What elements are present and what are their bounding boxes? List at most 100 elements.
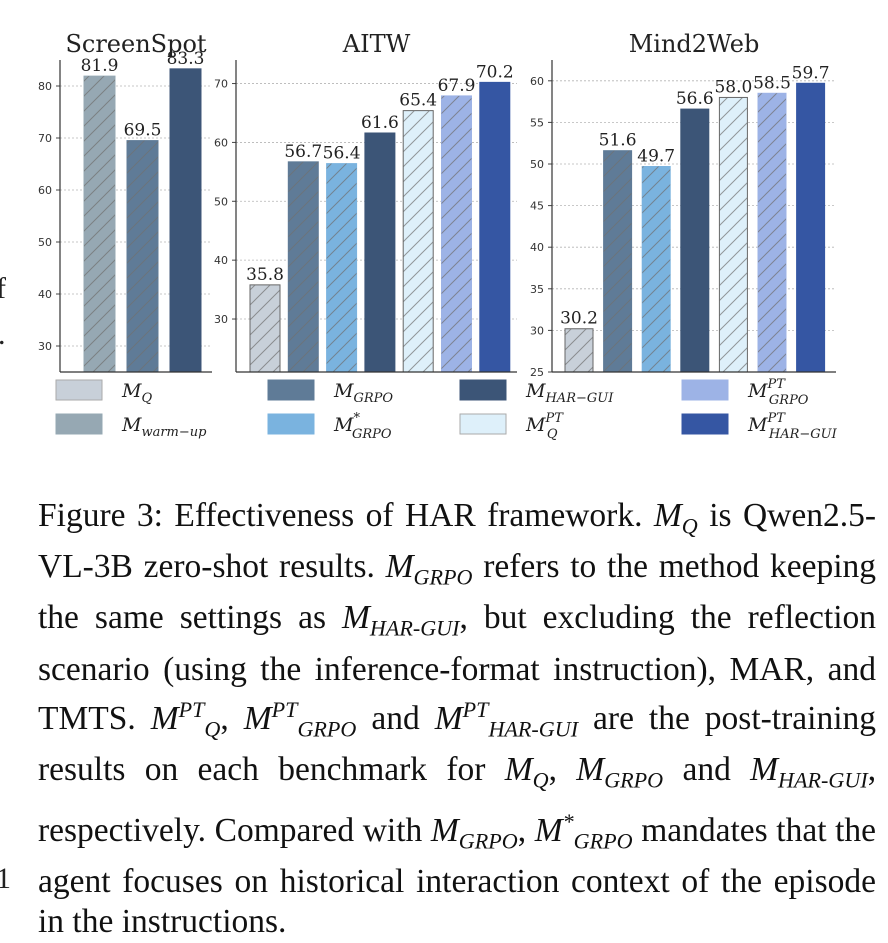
symbol-m-har-gui-pt: MPTHAR-GUI	[434, 697, 579, 742]
data-label: 81.9	[81, 56, 119, 76]
tick-label: 55	[530, 116, 544, 129]
panel-mind2web: Mind2Web 25 30 35 40 45 50 55 60 30.2 51.649.7 56.6…	[530, 30, 836, 379]
legend-base: M	[333, 380, 354, 402]
tick-label: 40	[214, 254, 228, 267]
legend-sup: *	[353, 411, 360, 426]
panel-title: Mind2Web	[629, 30, 760, 58]
tick-label: 50	[530, 158, 544, 171]
data-label: 30.2	[560, 309, 598, 329]
bar-hatch-qpt	[403, 110, 434, 373]
data-label: 83.3	[167, 49, 205, 69]
caption-part-1: Figure 3: Effectiveness of HAR framework…	[38, 497, 643, 534]
panel-title: ScreenSpot	[65, 30, 206, 58]
data-label: 56.7	[284, 142, 322, 162]
legend-label: Mwarm−up	[121, 414, 207, 440]
legend-label: MPT HAR−GUI	[747, 411, 838, 442]
legend-item-grpopt: MPT GRPO	[681, 377, 809, 408]
caption-part-8: , respectively. Compared with	[38, 751, 877, 849]
legend-item-harpt: MPT HAR−GUI	[681, 411, 838, 442]
legend-swatch	[267, 379, 315, 401]
panel-aitw: AITW 30 40 50 60 70 35.8 56.7 56.461.665.467.970…	[214, 30, 517, 373]
legend-swatch	[459, 413, 507, 435]
data-label: 61.6	[361, 113, 399, 133]
tick-label: 30	[214, 313, 228, 326]
legend-item-q: MQ	[55, 379, 152, 406]
data-label: 70.2	[476, 62, 514, 82]
bar-hatch-q	[250, 284, 280, 372]
legend-label: MPT Q	[525, 411, 564, 442]
legend-label: MHAR−GUI	[525, 380, 614, 406]
tick-label: 50	[214, 195, 228, 208]
legend-base: M	[525, 414, 546, 436]
legend-base: M	[525, 380, 546, 402]
data-label: 65.4	[399, 91, 437, 111]
tick-label: 30	[38, 340, 52, 353]
symbol-m-grpo-star: M*GRPO	[534, 808, 633, 854]
legend-sub: Q	[141, 391, 152, 406]
tick-label: 80	[38, 80, 52, 93]
bar-hatch-qpt	[719, 97, 748, 372]
legend-swatch	[267, 413, 315, 435]
legend-sub: GRPO	[353, 391, 393, 406]
legend-swatch	[459, 379, 507, 401]
tick-label: 30	[530, 324, 544, 337]
tick-label: 40	[530, 241, 544, 254]
edge-fragment-one: 1	[0, 862, 11, 895]
legend-item-har: MHAR−GUI	[459, 379, 614, 406]
symbol-m-har-gui: MHAR-GUI	[341, 599, 460, 642]
symbol-m-grpo-3: MGRPO	[430, 811, 518, 854]
legend-sub: GRPO	[352, 427, 392, 442]
symbol-m-grpo-pt: MPTGRPO	[243, 697, 357, 742]
symbol-m-grpo: MGRPO	[385, 548, 473, 590]
caption-part-6: are the post-training results on each be…	[38, 700, 876, 789]
caption-part-2: is Qwen2.5-VL-3B zero-shot results.	[38, 497, 877, 586]
bar-hatch-grpopt	[441, 95, 472, 373]
legend-swatch	[681, 413, 729, 435]
tick-label: 25	[530, 366, 544, 379]
legend-base: M	[747, 380, 768, 402]
legend-sup: PT	[544, 411, 564, 426]
tick-label: 50	[38, 236, 52, 249]
legend-sub: Q	[547, 427, 558, 442]
bar-hatch-grpostar	[326, 163, 357, 372]
bar-hatch-grpo	[603, 150, 632, 372]
tick-label: 60	[214, 136, 228, 149]
legend-label: M* GRPO	[333, 411, 392, 442]
bar-hatch-grpostar	[642, 166, 671, 372]
legend-base: M	[121, 414, 142, 436]
bar-harpt	[796, 82, 826, 373]
symbol-m-har-gui-2: MHAR-GUI	[750, 751, 868, 794]
data-label: 69.5	[124, 121, 162, 141]
bar-har	[680, 108, 710, 373]
legend-sub: warm−up	[141, 425, 207, 440]
tick-label: 70	[214, 78, 228, 91]
bar-hatch-grpo	[288, 161, 319, 372]
legend-item-qpt: MPT Q	[459, 411, 564, 442]
data-label: 67.9	[438, 76, 476, 96]
data-label: 56.4	[323, 144, 361, 164]
legend-item-grpo: MGRPO	[267, 379, 393, 406]
legend-sup: PT	[766, 411, 786, 426]
legend-sub: HAR−GUI	[768, 427, 838, 442]
data-label: 56.6	[676, 89, 714, 109]
legend-label: MGRPO	[333, 380, 393, 406]
data-label: 35.8	[246, 265, 284, 285]
figure-3-chart: ScreenSpot 30 40 50 60 70 80 81.9 69.5 83.3 AITW 30…	[38, 30, 838, 442]
data-label: 49.7	[637, 146, 675, 166]
data-label: 59.7	[792, 63, 830, 83]
tick-label: 60	[38, 184, 52, 197]
legend-item-warm: Mwarm−up	[55, 413, 207, 440]
figure-caption: Figure 3: Effectiveness of HAR framework…	[38, 497, 877, 941]
legend-sub: GRPO	[769, 393, 809, 408]
symbol-m-grpo-2: MGRPO	[576, 751, 664, 794]
legend-sup: PT	[766, 377, 786, 392]
tick-label: 40	[38, 288, 52, 301]
bar-hatch-grpopt	[758, 93, 786, 372]
tick-label: 60	[530, 75, 544, 88]
tick-label: 45	[530, 200, 544, 213]
data-label: 58.0	[714, 77, 752, 97]
data-label: 51.6	[599, 131, 637, 151]
panel-screenspot: ScreenSpot 30 40 50 60 70 80 81.9 69.5 83.3	[38, 30, 212, 373]
legend-swatch	[681, 379, 729, 401]
